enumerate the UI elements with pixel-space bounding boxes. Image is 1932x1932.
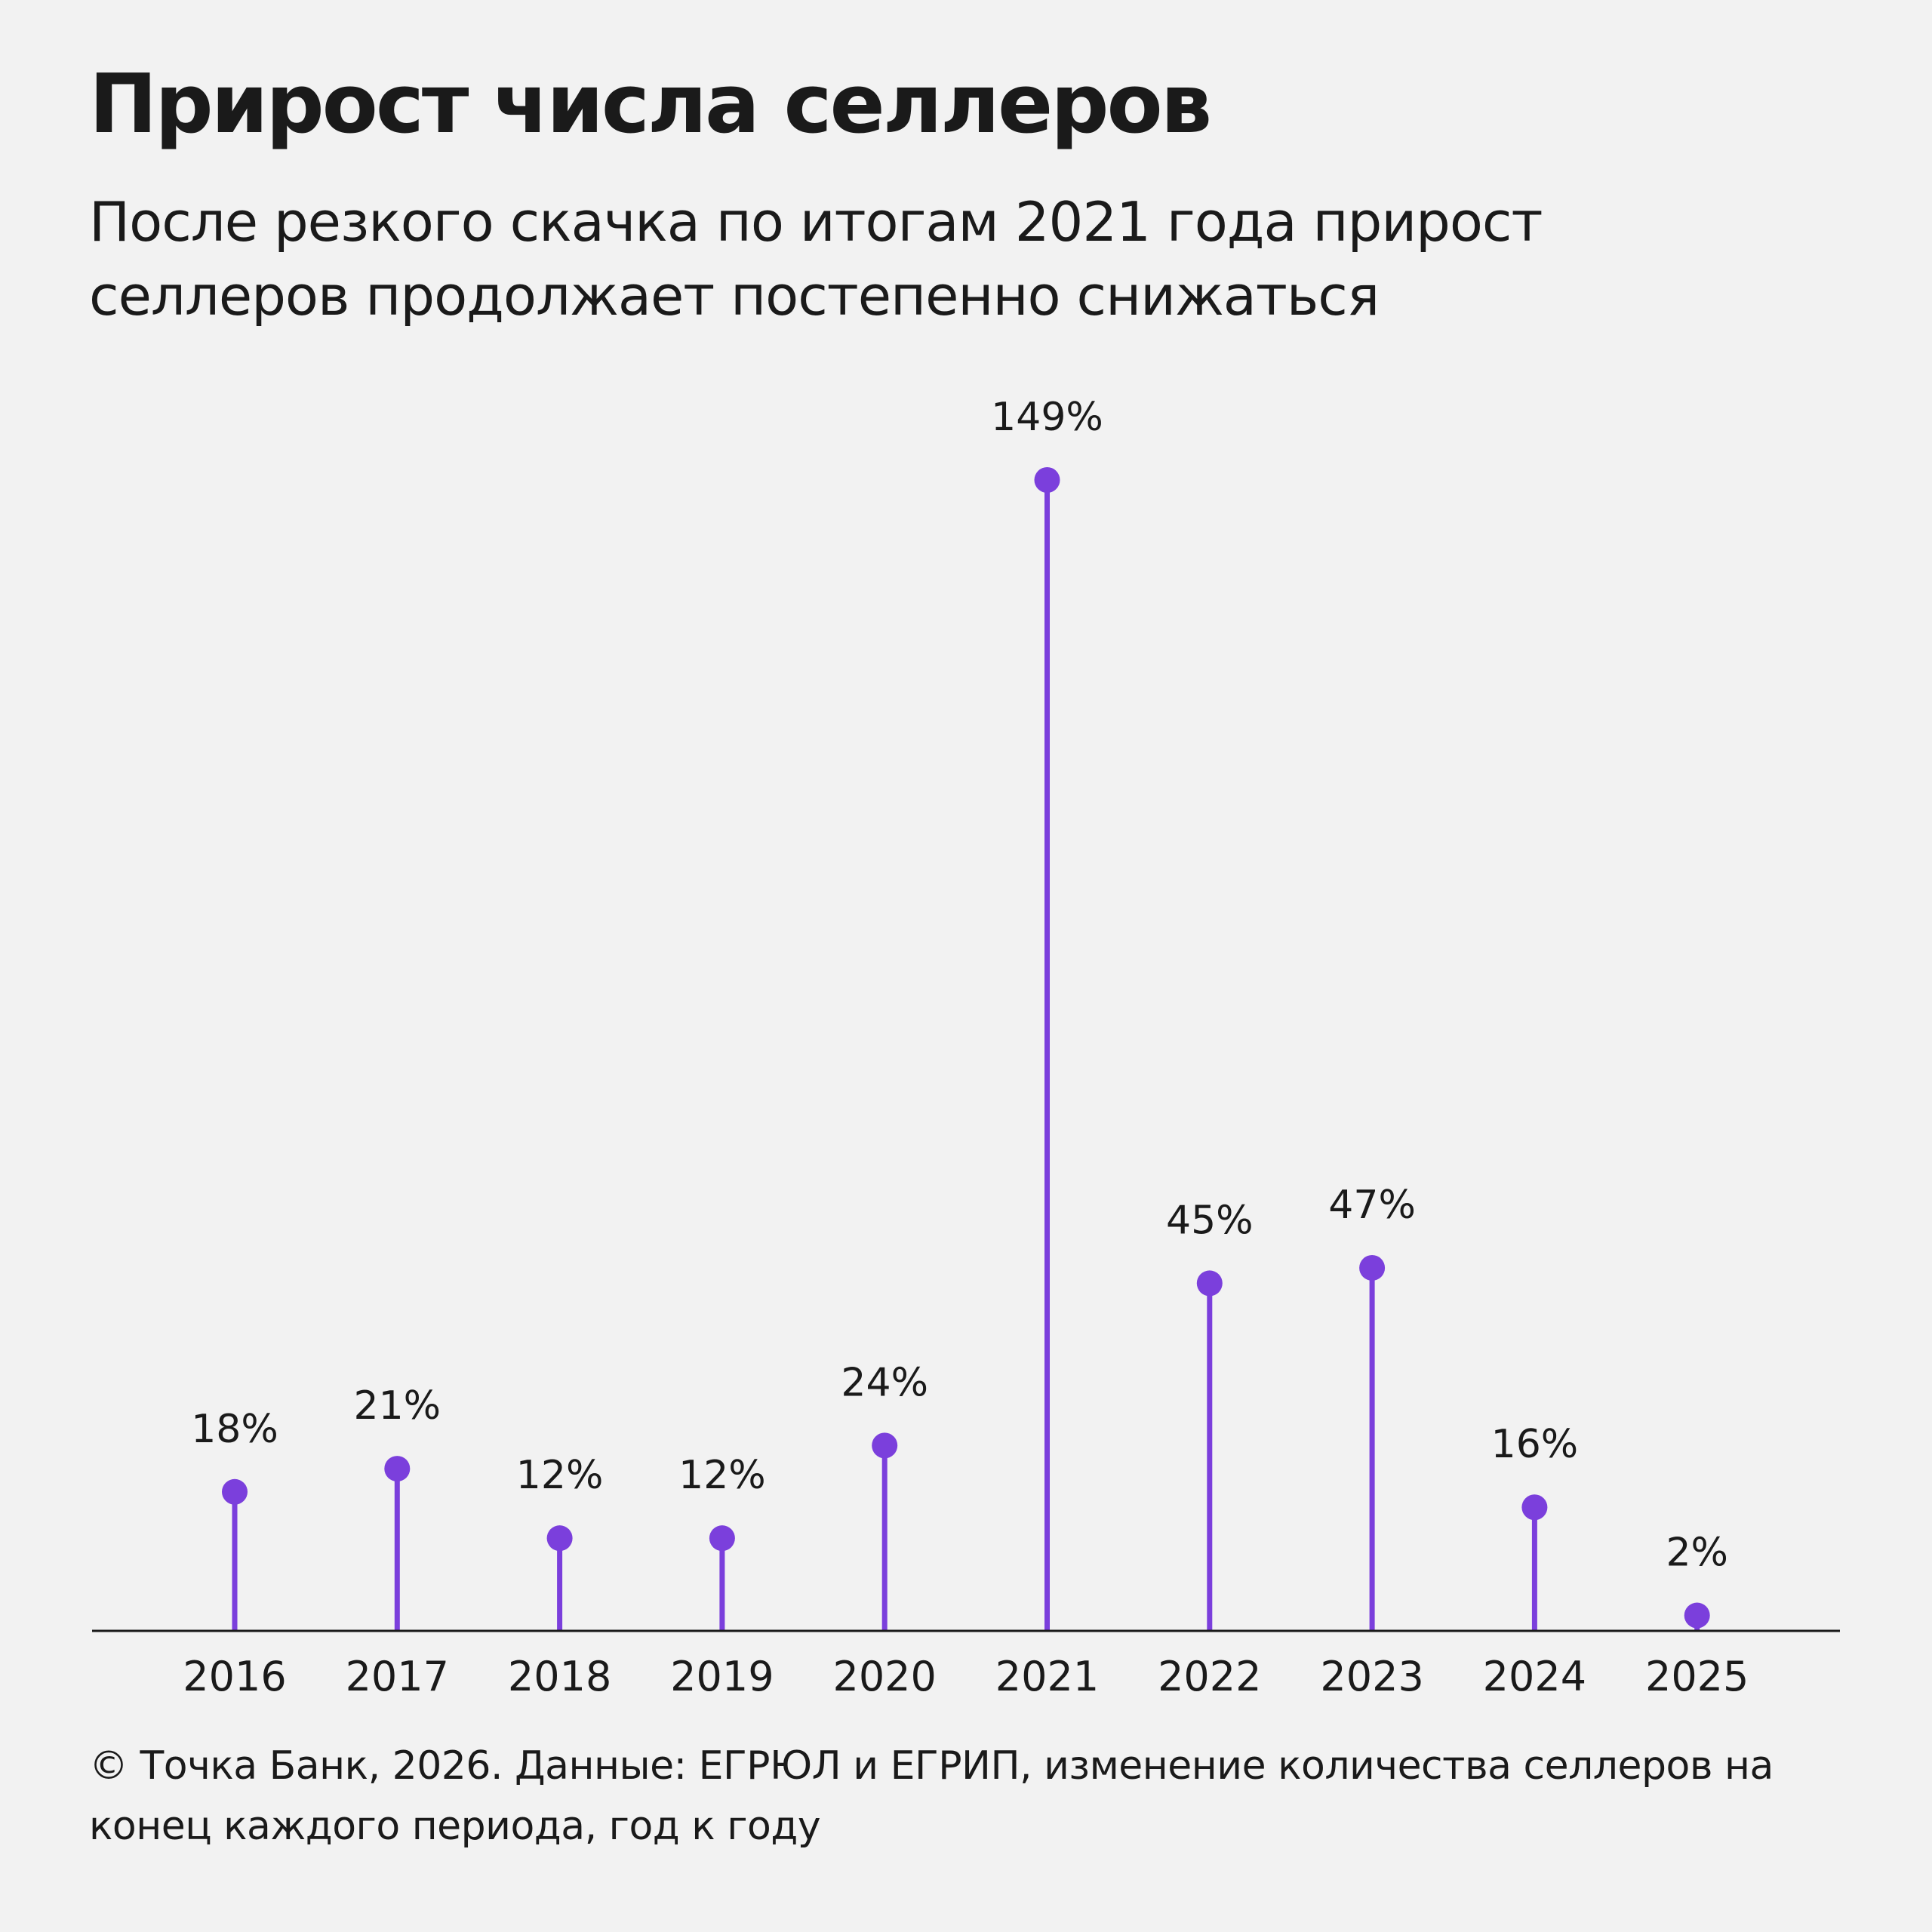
x-tick-label-2023: 2023 [1320,1653,1423,1700]
lollipop-point-2022 [1196,1270,1223,1297]
x-tick-labels: 2016 2017 2018 2019 2020 2021 2022 2023 2024 2025 [183,1653,1749,1700]
x-tick-label-2020: 2020 [832,1653,936,1700]
x-tick-label-2019: 2019 [670,1653,774,1700]
x-tick-label-2024: 2024 [1483,1653,1586,1700]
x-tick-label-2021: 2021 [995,1653,1099,1700]
x-tick-label-2022: 2022 [1158,1653,1261,1700]
lollipop-point-2024 [1521,1494,1548,1521]
data-label-2021: 149% [991,395,1103,440]
chart-title: Прирост числа селлеров [89,57,1212,152]
lollipop-point-2025 [1684,1602,1710,1629]
chart-marks: 18% 21% 12% 12% 24% 149% 45% 47% 16% 2% [191,395,1728,1631]
data-label-2022: 45% [1166,1198,1254,1243]
x-tick-label-2017: 2017 [346,1653,449,1700]
data-label-2024: 16% [1491,1422,1579,1467]
lollipop-point-2020 [872,1432,898,1459]
x-tick-label-2016: 2016 [183,1653,286,1700]
data-label-2020: 24% [841,1360,928,1405]
lollipop-point-2021 [1034,467,1060,493]
lollipop-point-2018 [546,1525,573,1552]
data-label-2018: 12% [516,1453,604,1498]
footnote: © Точка Банк, 2026. Данные: ЕГРЮЛ и ЕГРИ… [89,1743,1774,1849]
lollipop-point-2017 [384,1456,411,1482]
x-tick-label-2025: 2025 [1645,1653,1749,1700]
data-label-2016: 18% [191,1407,278,1452]
data-label-2017: 21% [354,1383,441,1429]
x-tick-label-2018: 2018 [508,1653,611,1700]
lollipop-point-2016 [222,1478,248,1505]
data-label-2023: 47% [1328,1183,1416,1228]
data-label-2025: 2% [1666,1531,1728,1576]
chart-subtitle: После резкого скачка по итогам 2021 года… [89,190,1543,328]
lollipop-point-2019 [709,1525,735,1552]
data-label-2019: 12% [678,1453,766,1498]
lollipop-point-2023 [1359,1254,1386,1281]
